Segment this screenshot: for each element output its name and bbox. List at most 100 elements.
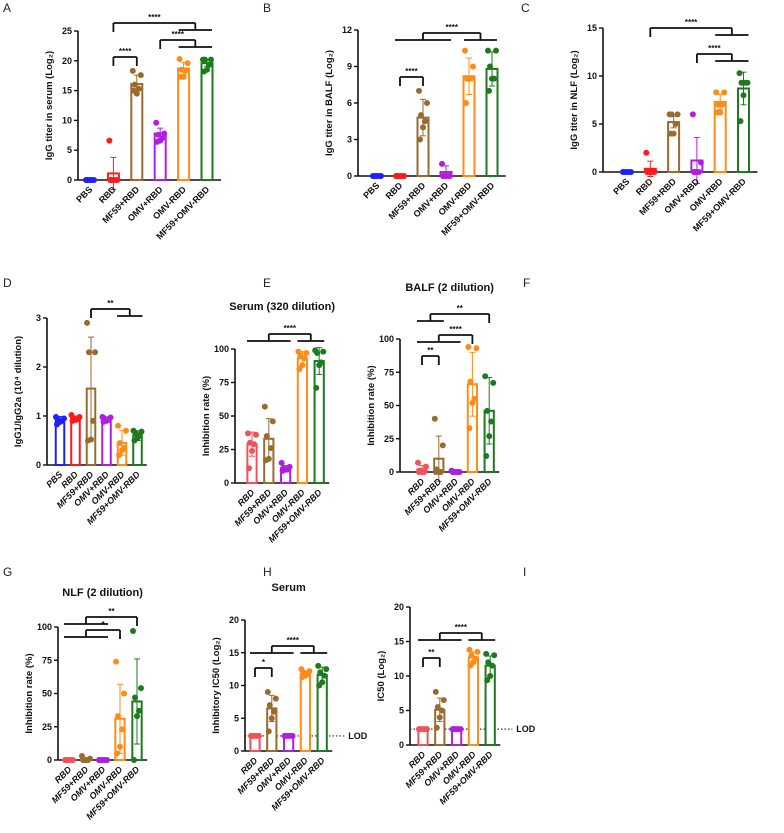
significance-label: ****	[148, 13, 161, 22]
data-point	[100, 418, 107, 425]
y-tick-label: 1	[36, 411, 41, 421]
significance-label: **	[108, 607, 115, 616]
data-point	[719, 101, 726, 108]
y-axis-label: Inhibition rate (%)	[24, 653, 35, 733]
data-point	[486, 433, 493, 440]
y-tick-label: 0	[399, 740, 404, 750]
data-point	[415, 459, 421, 466]
data-point	[697, 159, 704, 166]
panel-letter: B	[263, 1, 271, 15]
data-point	[136, 707, 142, 714]
data-point	[321, 672, 328, 679]
chart-title: Serum	[272, 582, 306, 594]
data-point	[161, 130, 168, 137]
bar-omv-rbd	[296, 357, 309, 485]
significance-label: ****	[708, 44, 721, 53]
data-point	[486, 87, 492, 94]
significance-label: *	[262, 658, 266, 667]
bar-omv-rbd	[101, 418, 112, 466]
data-point	[490, 379, 497, 386]
chart-title: NLF (2 dilution)	[62, 587, 143, 599]
significance-label: **	[428, 648, 435, 657]
bar-omv-rbd	[299, 672, 312, 753]
bar-mf59-rbd	[667, 121, 681, 173]
y-tick-label: 5	[399, 706, 404, 716]
data-point	[485, 659, 492, 666]
data-point	[431, 415, 438, 422]
data-point	[463, 100, 469, 106]
panel-letter: D	[3, 276, 12, 290]
data-point	[643, 149, 650, 156]
data-point	[423, 463, 429, 470]
bar-omv-rbd	[177, 67, 191, 181]
data-point	[316, 682, 323, 689]
data-point	[119, 447, 125, 454]
y-tick-label: 75	[384, 367, 394, 377]
y-tick-label: 9	[347, 62, 352, 72]
y-tick-label: 0	[234, 746, 239, 756]
data-point	[482, 373, 489, 380]
bar-mf59-omv-rbd	[313, 360, 325, 484]
data-point	[313, 384, 320, 391]
data-point	[668, 111, 675, 118]
data-point	[621, 169, 627, 175]
y-tick-label: 0	[347, 171, 352, 181]
data-point	[439, 442, 446, 449]
data-point	[470, 63, 476, 70]
data-point	[80, 757, 86, 763]
data-point	[432, 469, 439, 475]
data-point	[422, 118, 428, 125]
data-point	[314, 350, 321, 357]
data-point	[245, 430, 251, 437]
panel-f: F BALF (2 dilution) 0 25 50 75 100 Inhibition r…	[366, 276, 530, 534]
data-point	[483, 650, 490, 657]
y-tick-label: 100	[379, 334, 394, 344]
data-point	[206, 61, 212, 68]
data-point	[137, 72, 144, 79]
chart-title: Serum (320 dilution)	[229, 301, 335, 313]
data-point	[263, 433, 270, 440]
bar-rbd	[70, 417, 81, 467]
data-point	[439, 160, 445, 167]
bar-omv-rbd	[467, 656, 480, 746]
y-axis-label: Inhibitory IC50 (Log₂)	[211, 637, 222, 734]
data-point	[742, 79, 749, 86]
data-point	[303, 350, 310, 357]
data-point	[299, 673, 306, 680]
data-point	[713, 89, 720, 96]
data-point	[107, 177, 114, 183]
data-point	[269, 418, 276, 425]
data-point	[267, 445, 274, 452]
data-point	[266, 702, 273, 709]
data-point	[268, 715, 275, 722]
data-point	[491, 652, 498, 659]
y-axis-label: IgG1/IgG2a (10⁴ dilution)	[13, 336, 24, 447]
data-point	[69, 417, 76, 424]
data-point	[134, 713, 140, 720]
data-point	[272, 695, 279, 702]
y-tick-label: 10	[229, 681, 239, 691]
y-tick-label: 25	[62, 26, 72, 36]
data-point	[184, 60, 191, 67]
y-tick-label: 20	[394, 602, 404, 612]
data-point	[282, 732, 289, 739]
data-point	[714, 109, 721, 116]
data-point	[417, 136, 423, 143]
y-tick-label: 6	[347, 98, 352, 108]
panel-letter: I	[523, 565, 526, 579]
y-axis-label: IC50 (Log₂)	[376, 651, 387, 702]
data-point	[315, 662, 322, 669]
y-tick-label: 10	[394, 671, 404, 681]
panel-letter: C	[521, 1, 530, 15]
data-point	[462, 47, 468, 54]
panel-g: G NLF (2 dilution) 0 25 50 75 100 Inhibition ra…	[3, 565, 148, 822]
data-point	[131, 757, 137, 763]
y-tick-label: 15	[229, 648, 239, 658]
y-axis-label: Inhibition rate (%)	[366, 365, 377, 445]
data-point	[123, 427, 129, 434]
data-point	[265, 728, 272, 735]
y-tick-label: 50	[384, 401, 394, 411]
data-point	[667, 130, 674, 137]
